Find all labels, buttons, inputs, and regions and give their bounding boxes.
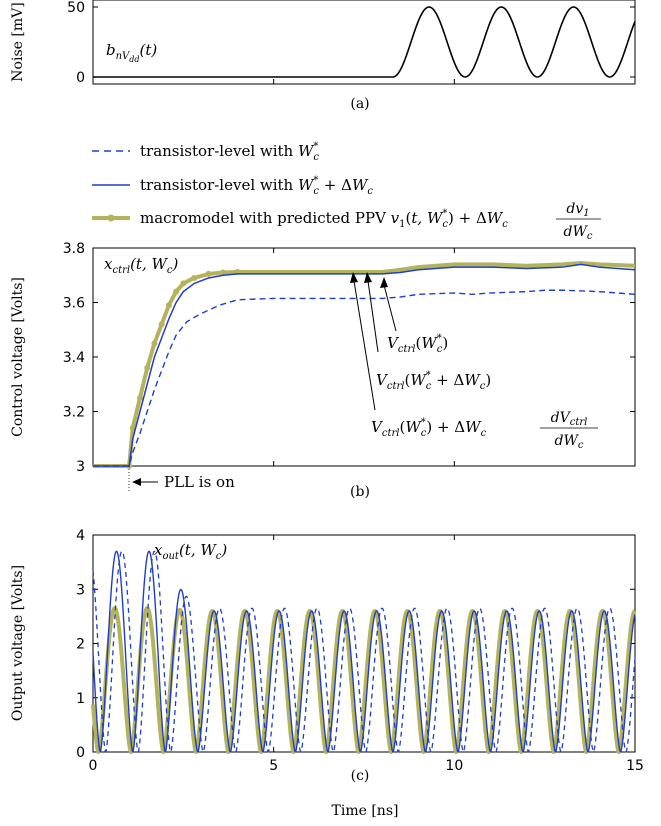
legend: transistor-level with W* c transistor-lev… [92,141,601,242]
arrow-v3-head [350,272,358,283]
annotation-v3-num: dVctrl [551,410,588,428]
panel-b-ytick-label: 3 [76,459,85,475]
arrow-v2 [367,280,379,353]
panel-a-y-ticks: 0 50 [67,0,635,86]
panel-c-annotation: xout(t, Wc) [154,541,227,562]
annotation-v1: Vctrl(W* c) [387,333,448,355]
panel-a-ytick-label: 0 [76,70,85,86]
legend-fraction-num: dv1 [566,201,589,219]
panel-b-marker [151,340,158,347]
panel-b-series [93,260,636,469]
panel-a-annotation: bnVdd(t) [106,41,157,64]
annotation-v3: Vctrl(W* c) + ΔWc [371,417,487,439]
panel-b-y-ticks: 3 3.2 3.4 3.6 3.8 [63,241,635,475]
panel-c-xtick-label: 5 [269,758,278,774]
panel-c-xtick-label: 15 [626,758,644,774]
panel-b-ytick-label: 3.6 [63,296,85,312]
panel-b-marker [158,321,165,328]
panel-c-series-dashed [92,550,636,753]
panel-a: 0 50 Noise [mV] bnVdd(t) (a) [10,0,636,112]
panel-c-series-macromodel [91,606,637,754]
panel-c-xtick-label: 0 [89,758,98,774]
panel-c-series-solid [92,550,636,753]
panel-c-y-ticks: 0 1 2 3 4 [76,528,635,761]
legend-marker-macromodel [107,214,115,222]
arrow-v3 [353,280,376,411]
panel-c-xtick-label: 10 [445,758,463,774]
panel-b-series-dashed [93,289,636,467]
panel-b-ytick-label: 3.8 [63,241,85,257]
pll-label: PLL is on [164,473,235,491]
panel-b-ylabel: Control voltage [Volts] [10,277,26,437]
panel-a-ytick-label: 50 [67,0,85,16]
panel-a-frame [92,0,636,85]
legend-entry-solid: transistor-level with W* c + ΔWc [92,175,373,197]
panel-c-x-ticks: 0 5 10 15 [89,535,644,774]
legend-fraction-den: dWc [564,224,593,242]
panel-c-ytick-label: 3 [76,582,85,598]
panel-c-series [91,550,637,754]
panel-b-marker [220,269,227,276]
panel-c-ytick-label: 2 [76,637,85,653]
panel-a-series-line [93,6,636,78]
arrow-v2-head [364,272,372,283]
legend-entry-dashed: transistor-level with W* c [92,141,319,163]
pll-arrow-head [132,478,141,486]
panel-b-label: (b) [350,484,370,500]
panel-c-ytick-label: 4 [76,528,85,544]
panel-c-xlabel: Time [ns] [332,803,399,819]
panel-b-ytick-label: 3.2 [63,405,85,421]
panel-c-ytick-label: 0 [76,745,85,761]
panel-b-marker [136,394,143,401]
panel-a-ylabel: Noise [mV] [10,2,26,81]
panel-b-marker [173,288,180,295]
panel-b-marker [165,302,172,309]
legend-label-macromodel: macromodel with predicted PPV v1(t, W* c)… [140,208,508,230]
panel-b-marker [129,424,136,431]
panel-b: 3 3.2 3.4 3.6 3.8 Control voltage [Volts] xc… [10,241,636,500]
panel-b-ytick-label: 3.4 [63,350,85,366]
legend-label-solid: transistor-level with W* c + ΔWc [140,175,373,197]
panel-c-ytick-label: 1 [76,691,85,707]
legend-entry-macromodel: macromodel with predicted PPV v1(t, W* c)… [92,201,601,242]
panel-c-ylabel: Output voltage [Volts] [10,565,26,721]
legend-label-dashed: transistor-level with W* c [140,141,319,163]
panel-c-label: (c) [351,768,370,784]
panel-b-marker [180,280,187,287]
annotation-v2: Vctrl(W* c + ΔWc) [376,370,491,392]
annotation-v3-den: dWc [555,433,584,451]
panel-b-marker [205,270,212,277]
panel-b-curve-label: xctrl(t, Wc) [104,255,179,276]
arrow-v1 [383,284,397,332]
panel-b-series-solid [93,263,636,467]
panel-a-label: (a) [350,96,369,112]
panel-b-marker [144,364,151,371]
panel-b-marker [191,274,198,281]
arrow-v1-head [380,277,388,288]
panel-c: 0 1 2 3 4 0 5 10 15 Output voltage [Volts] xout… [10,528,644,819]
panel-b-x-ticks [273,248,455,466]
